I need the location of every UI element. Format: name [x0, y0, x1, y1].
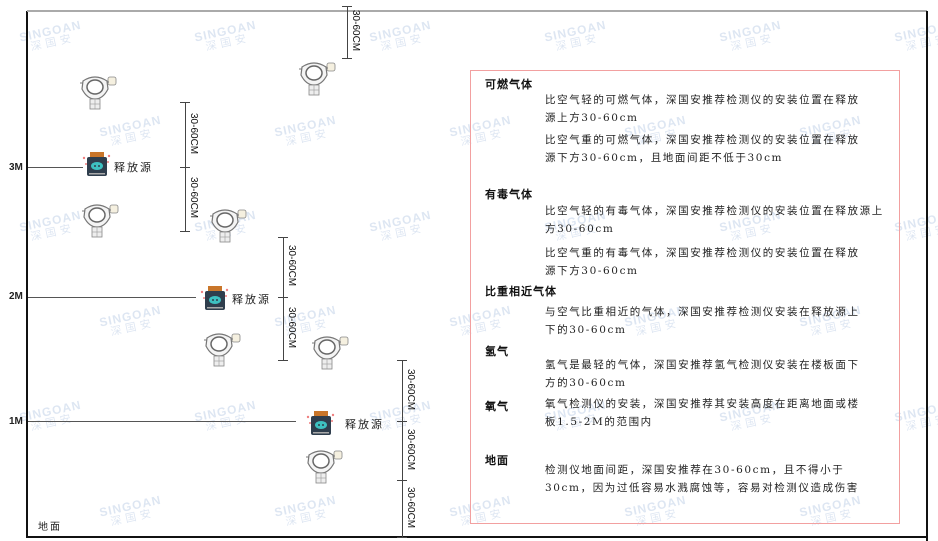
oxygen-text: 氧气检测仪的安装，深国安推荐其安装高度在距离地面或楼板1.5-2M的范围内: [545, 398, 860, 428]
source-label: 释放源: [232, 293, 271, 306]
dimension-label: 30-60CM: [405, 428, 416, 470]
release-source-icon: [82, 150, 112, 182]
floor-line: [27, 536, 927, 538]
combustible-heavier-text: 比空气重的可燃气体，深国安推荐检测仪的安装位置在释放源下方30-60cm，且地面…: [545, 134, 860, 164]
dimension-label: 30-60CM: [188, 112, 199, 154]
wall-line: [26, 11, 28, 538]
similar-title: 比重相近气体: [485, 285, 557, 298]
gas-detector-icon: [309, 333, 349, 375]
gas-detector-icon: [207, 206, 247, 248]
source-label: 释放源: [114, 161, 153, 174]
dimension-tick: [180, 167, 190, 168]
dimension-line: [283, 297, 284, 360]
level-label-2m: 2M: [9, 291, 23, 302]
oxygen-title: 氧气: [485, 400, 509, 413]
level-line-3m: [28, 167, 83, 168]
hydrogen-text: 氢气是最轻的气体，深国安推荐氢气检测仪安装在楼板面下方的30-60cm: [545, 359, 860, 389]
source-label: 释放源: [345, 418, 384, 431]
dimension-label: 30-60CM: [405, 368, 416, 410]
gas-detector-icon: [296, 59, 336, 101]
similar-text: 与空气比重相近的气体，深国安推荐检测仪安装在释放源上下的30-60cm: [545, 306, 860, 336]
gas-detector-icon: [201, 330, 241, 372]
dimension-line: [402, 480, 403, 537]
release-source-icon: [200, 284, 230, 316]
dimension-label: 30-60CM: [286, 245, 297, 287]
dimension-line: [283, 237, 284, 297]
dimension-tick: [397, 537, 407, 538]
dimension-label: 30-60CM: [286, 306, 297, 348]
dimension-label: 30-60CM: [350, 10, 361, 52]
dimension-label: 30-60CM: [405, 486, 416, 528]
floor-text: 检测仪地面间距，深国安推荐在30-60cm，且不得小于30cm，因为过低容易水溅…: [545, 464, 859, 494]
dimension-line: [402, 360, 403, 421]
hydrogen-title: 氢气: [485, 345, 509, 358]
dimension-label: 30-60CM: [188, 177, 199, 219]
right-wall-line: [926, 11, 928, 541]
toxic-title: 有毒气体: [485, 188, 533, 201]
dimension-line: [347, 6, 348, 58]
level-line-1m: [28, 421, 296, 422]
dimension-line: [185, 167, 186, 231]
level-label-1m: 1M: [9, 416, 23, 427]
toxic-lighter-text: 比空气轻的有毒气体，深国安推荐检测仪的安装位置在释放源上方30-60cm: [545, 205, 884, 235]
dimension-tick: [342, 6, 352, 7]
ceiling-line: [27, 10, 927, 12]
gas-detector-icon: [303, 447, 343, 489]
notes-panel: 可燃气体 比空气轻的可燃气体，深国安推荐检测仪的安装位置在释放源上方30-60c…: [470, 70, 900, 524]
dimension-tick: [397, 360, 407, 361]
gas-detector-icon: [79, 201, 119, 243]
level-line-2m: [28, 297, 196, 298]
level-label-3m: 3M: [9, 162, 23, 173]
dimension-line: [402, 421, 403, 480]
combustible-lighter-text: 比空气轻的可燃气体，深国安推荐检测仪的安装位置在释放源上方30-60cm: [545, 94, 860, 124]
combustible-title: 可燃气体: [485, 78, 533, 91]
release-source-icon: [306, 409, 336, 441]
dimension-tick: [342, 58, 352, 59]
toxic-heavier-text: 比空气重的有毒气体，深国安推荐检测仪的安装位置在释放源下方30-60cm: [545, 247, 860, 277]
dimension-line: [185, 102, 186, 167]
dimension-tick: [397, 421, 407, 422]
dimension-tick: [180, 231, 190, 232]
dimension-tick: [278, 360, 288, 361]
floor-label: 地面: [38, 522, 62, 533]
floor-title: 地面: [485, 454, 509, 467]
gas-detector-icon: [77, 73, 117, 115]
dimension-tick: [180, 102, 190, 103]
dimension-tick: [278, 297, 288, 298]
dimension-tick: [397, 480, 407, 481]
dimension-tick: [278, 237, 288, 238]
